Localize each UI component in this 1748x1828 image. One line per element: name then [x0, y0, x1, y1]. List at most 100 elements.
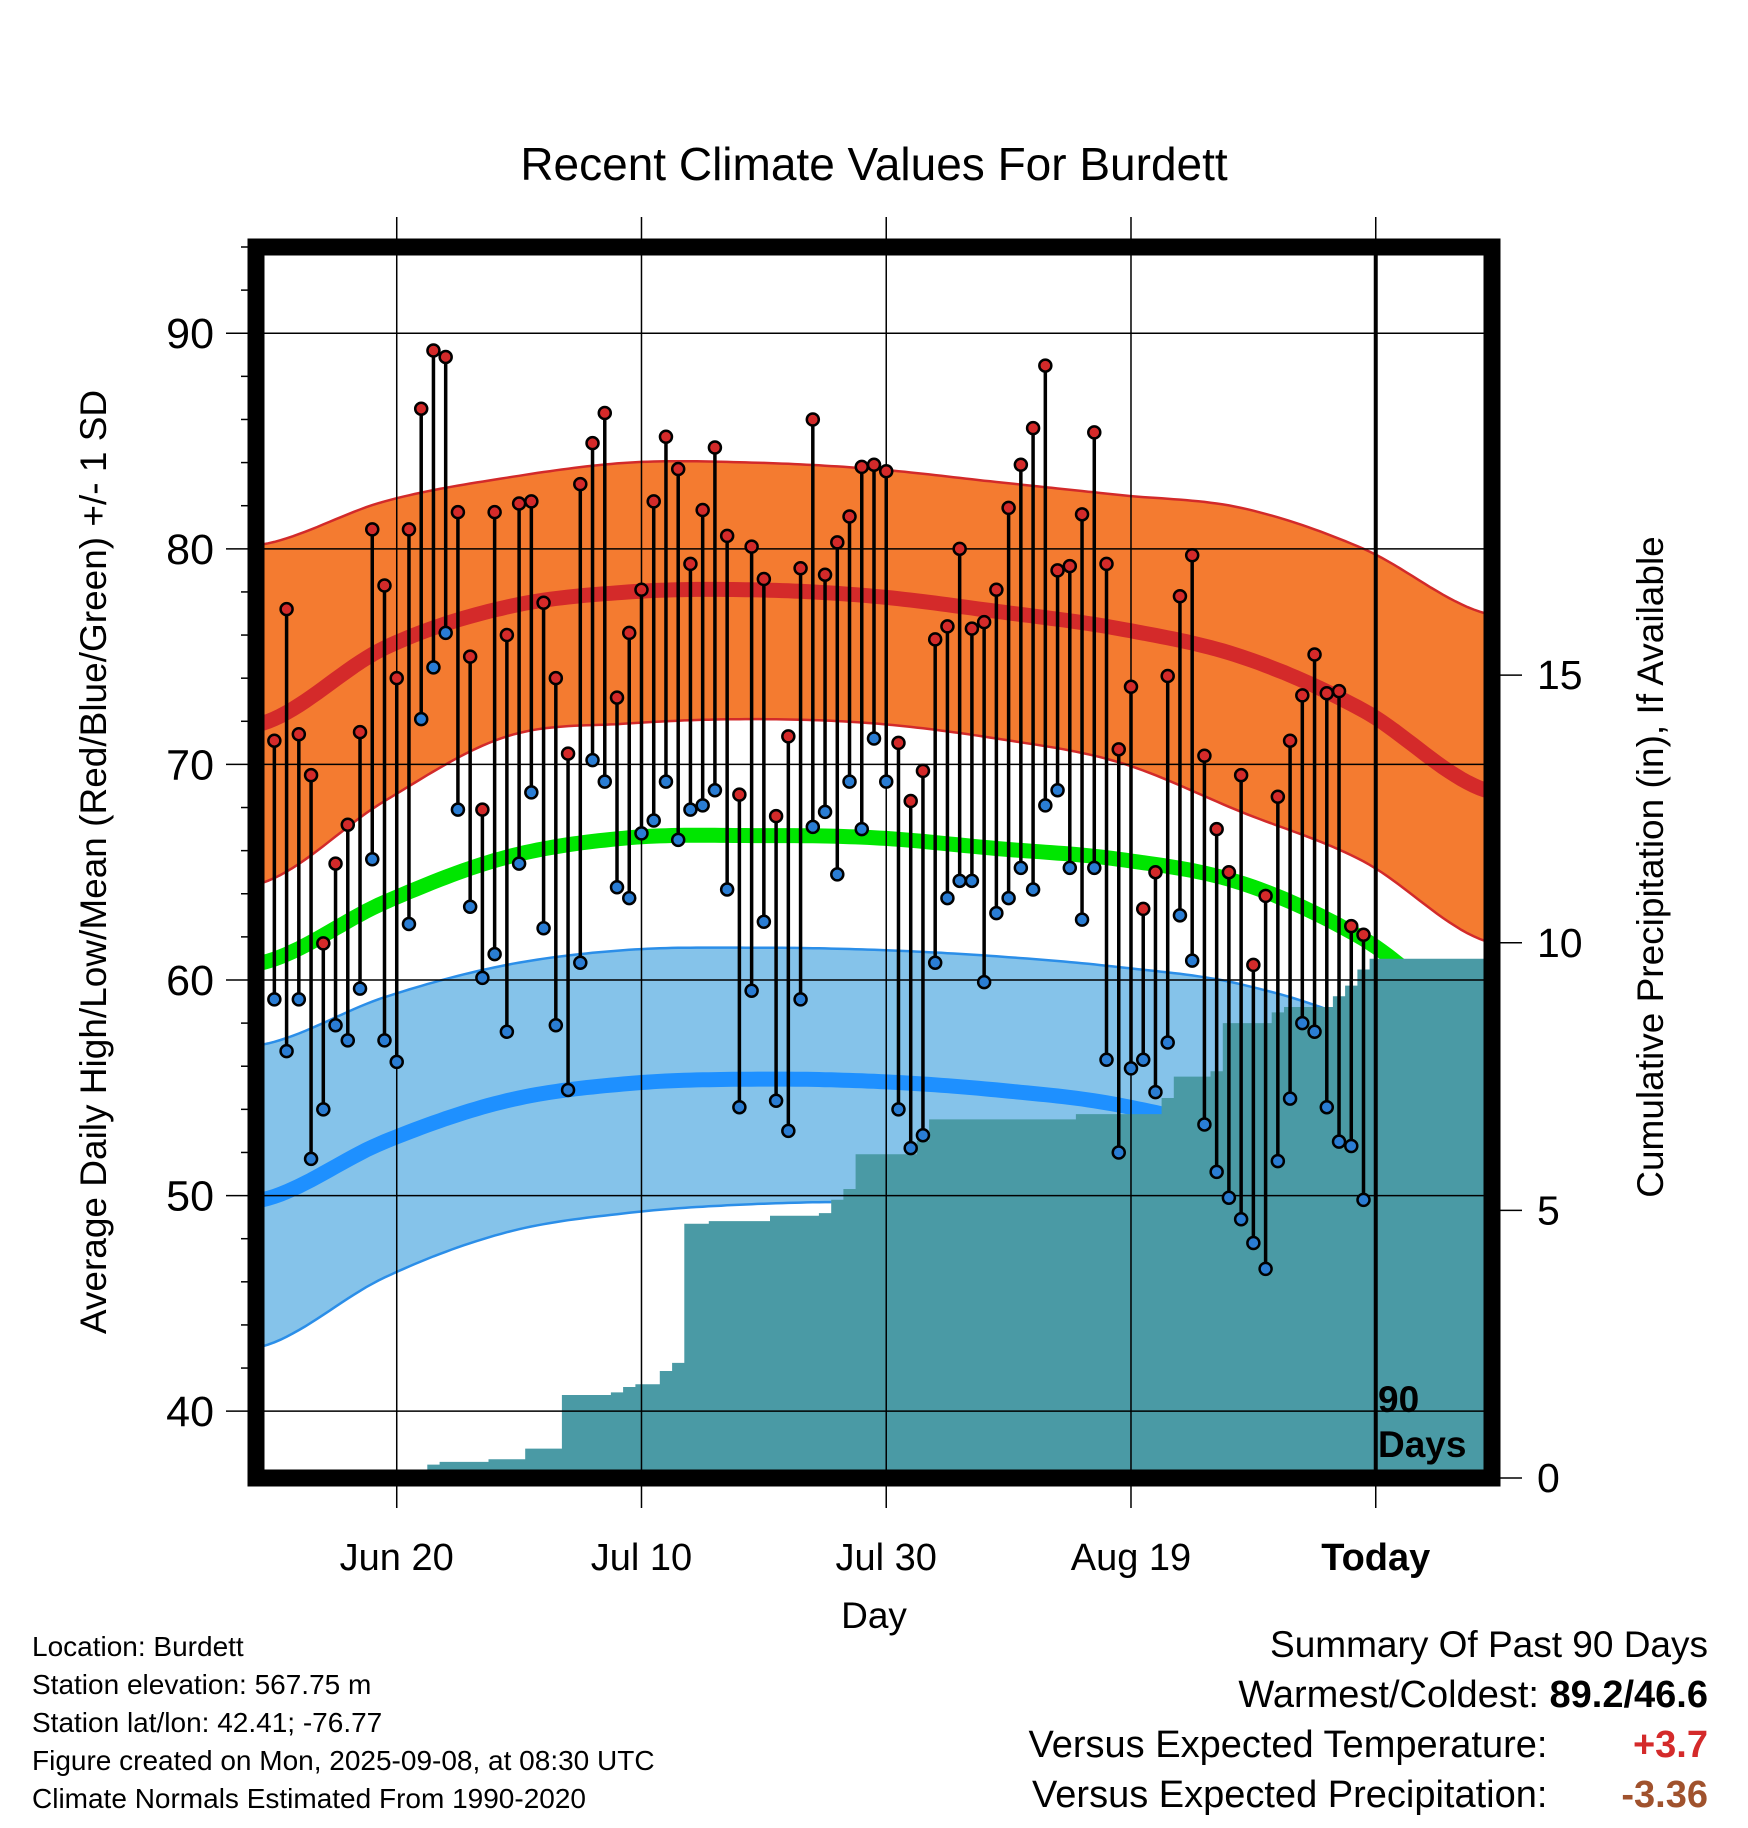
daily-low-point [658, 774, 674, 789]
daily-high-point [976, 614, 992, 630]
daily-low-point [609, 880, 625, 895]
x-axis-label: Day [841, 1595, 907, 1636]
daily-low-point [1087, 860, 1102, 876]
daily-high-point [989, 582, 1004, 598]
daily-low-point [1135, 1052, 1151, 1068]
daily-low-point [915, 1127, 931, 1143]
daily-high-point [560, 746, 576, 761]
daily-high-point [768, 808, 784, 824]
daily-high-point [1025, 420, 1041, 436]
daily-low-point [1062, 860, 1078, 876]
window-label-days-word: Days [1378, 1424, 1466, 1465]
daily-low-point [389, 1054, 404, 1070]
summary-precip-label: Versus Expected Precipitation: [1032, 1774, 1548, 1816]
daily-high-point [1270, 789, 1286, 804]
daily-low-point [1099, 1052, 1114, 1068]
y-tick-label-70: 70 [166, 741, 214, 789]
daily-high-point [401, 522, 417, 537]
daily-low-point [1050, 783, 1065, 798]
daily-low-point [1307, 1024, 1322, 1039]
window-label-days-count: 90 [1378, 1379, 1419, 1420]
daily-low-point [1172, 908, 1188, 923]
daily-high-point [438, 349, 453, 365]
daily-low-point [1074, 912, 1090, 927]
y-tick-label-90: 90 [166, 310, 214, 358]
daily-high-point [377, 578, 392, 593]
daily-high-point [903, 793, 918, 809]
daily-low-point [1270, 1153, 1286, 1169]
daily-low-point [303, 1151, 319, 1167]
plot-frame [247, 238, 1501, 1487]
daily-low-point [1001, 890, 1016, 906]
summary-temp-value: +3.7 [1632, 1724, 1708, 1766]
daily-low-point [340, 1033, 356, 1048]
daily-low-point [842, 774, 857, 789]
daily-low-point [830, 867, 845, 882]
daily-low-point [1197, 1117, 1212, 1132]
daily-low-point [560, 1082, 576, 1098]
daily-high-point [462, 649, 478, 664]
daily-high-point [475, 802, 490, 817]
daily-low-point [793, 992, 808, 1007]
daily-low-point [597, 774, 613, 789]
daily-low-point [891, 1102, 906, 1117]
daily-high-point [1038, 358, 1053, 373]
daily-high-point [658, 429, 674, 444]
summary-precip-value: -3.36 [1621, 1774, 1708, 1816]
daily-low-point [401, 916, 417, 932]
daily-low-point [683, 802, 698, 817]
info-latlon: Station lat/lon: 42.41; -76.77 [32, 1707, 383, 1738]
daily-high-point [1013, 457, 1029, 472]
daily-low-point [267, 992, 282, 1007]
daily-low-point [805, 819, 821, 835]
daily-high-point [487, 504, 502, 520]
daily-low-point [732, 1099, 747, 1115]
daily-high-point [1319, 686, 1335, 701]
daily-low-point [511, 856, 527, 871]
daily-high-point [291, 726, 307, 742]
daily-high-point [1307, 647, 1322, 662]
daily-high-point [707, 440, 723, 455]
daily-high-point [426, 343, 441, 358]
daily-low-point [952, 873, 967, 889]
daily-high-point [805, 412, 821, 427]
daily-high-point [267, 733, 282, 748]
daily-high-point [1099, 556, 1114, 572]
daily-high-point [524, 494, 539, 509]
daily-high-point [927, 632, 943, 647]
daily-high-point [1062, 558, 1078, 574]
daily-low-point [365, 852, 380, 867]
daily-low-point [756, 914, 772, 930]
daily-high-point [634, 582, 649, 598]
daily-high-point [499, 627, 515, 643]
daily-high-point [915, 763, 931, 779]
daily-high-point [683, 556, 698, 572]
daily-high-point [1258, 888, 1273, 904]
summary-panel: Summary Of Past 90 Days Warmest/Coldest:… [1029, 1620, 1708, 1820]
daily-low-point [1148, 1084, 1163, 1100]
daily-low-point [487, 946, 502, 962]
daily-low-point [1221, 1190, 1237, 1205]
info-created: Figure created on Mon, 2025-09-08, at 08… [32, 1745, 655, 1776]
x-tick-label: Jul 10 [591, 1537, 692, 1579]
daily-low-point [1331, 1134, 1347, 1149]
daily-high-point [891, 735, 906, 751]
daily-high-point [1074, 507, 1090, 522]
daily-low-point [1233, 1212, 1249, 1227]
daily-low-point [1038, 798, 1053, 813]
daily-high-point [646, 494, 661, 509]
daily-low-point [573, 955, 588, 970]
daily-low-point [646, 813, 661, 828]
daily-high-point [854, 459, 870, 475]
daily-low-point [524, 785, 539, 800]
daily-low-point [499, 1024, 515, 1039]
summary-warmest-coldest-value: 89.2/46.6 [1549, 1674, 1708, 1716]
daily-high-point [1282, 733, 1298, 748]
daily-low-point [1013, 860, 1029, 876]
daily-low-point [1111, 1145, 1127, 1160]
daily-high-point [511, 496, 527, 511]
daily-high-point [585, 435, 600, 451]
y2-tick-label-15: 15 [1537, 652, 1583, 698]
daily-low-point [1295, 1015, 1310, 1031]
daily-high-point [1344, 918, 1359, 934]
